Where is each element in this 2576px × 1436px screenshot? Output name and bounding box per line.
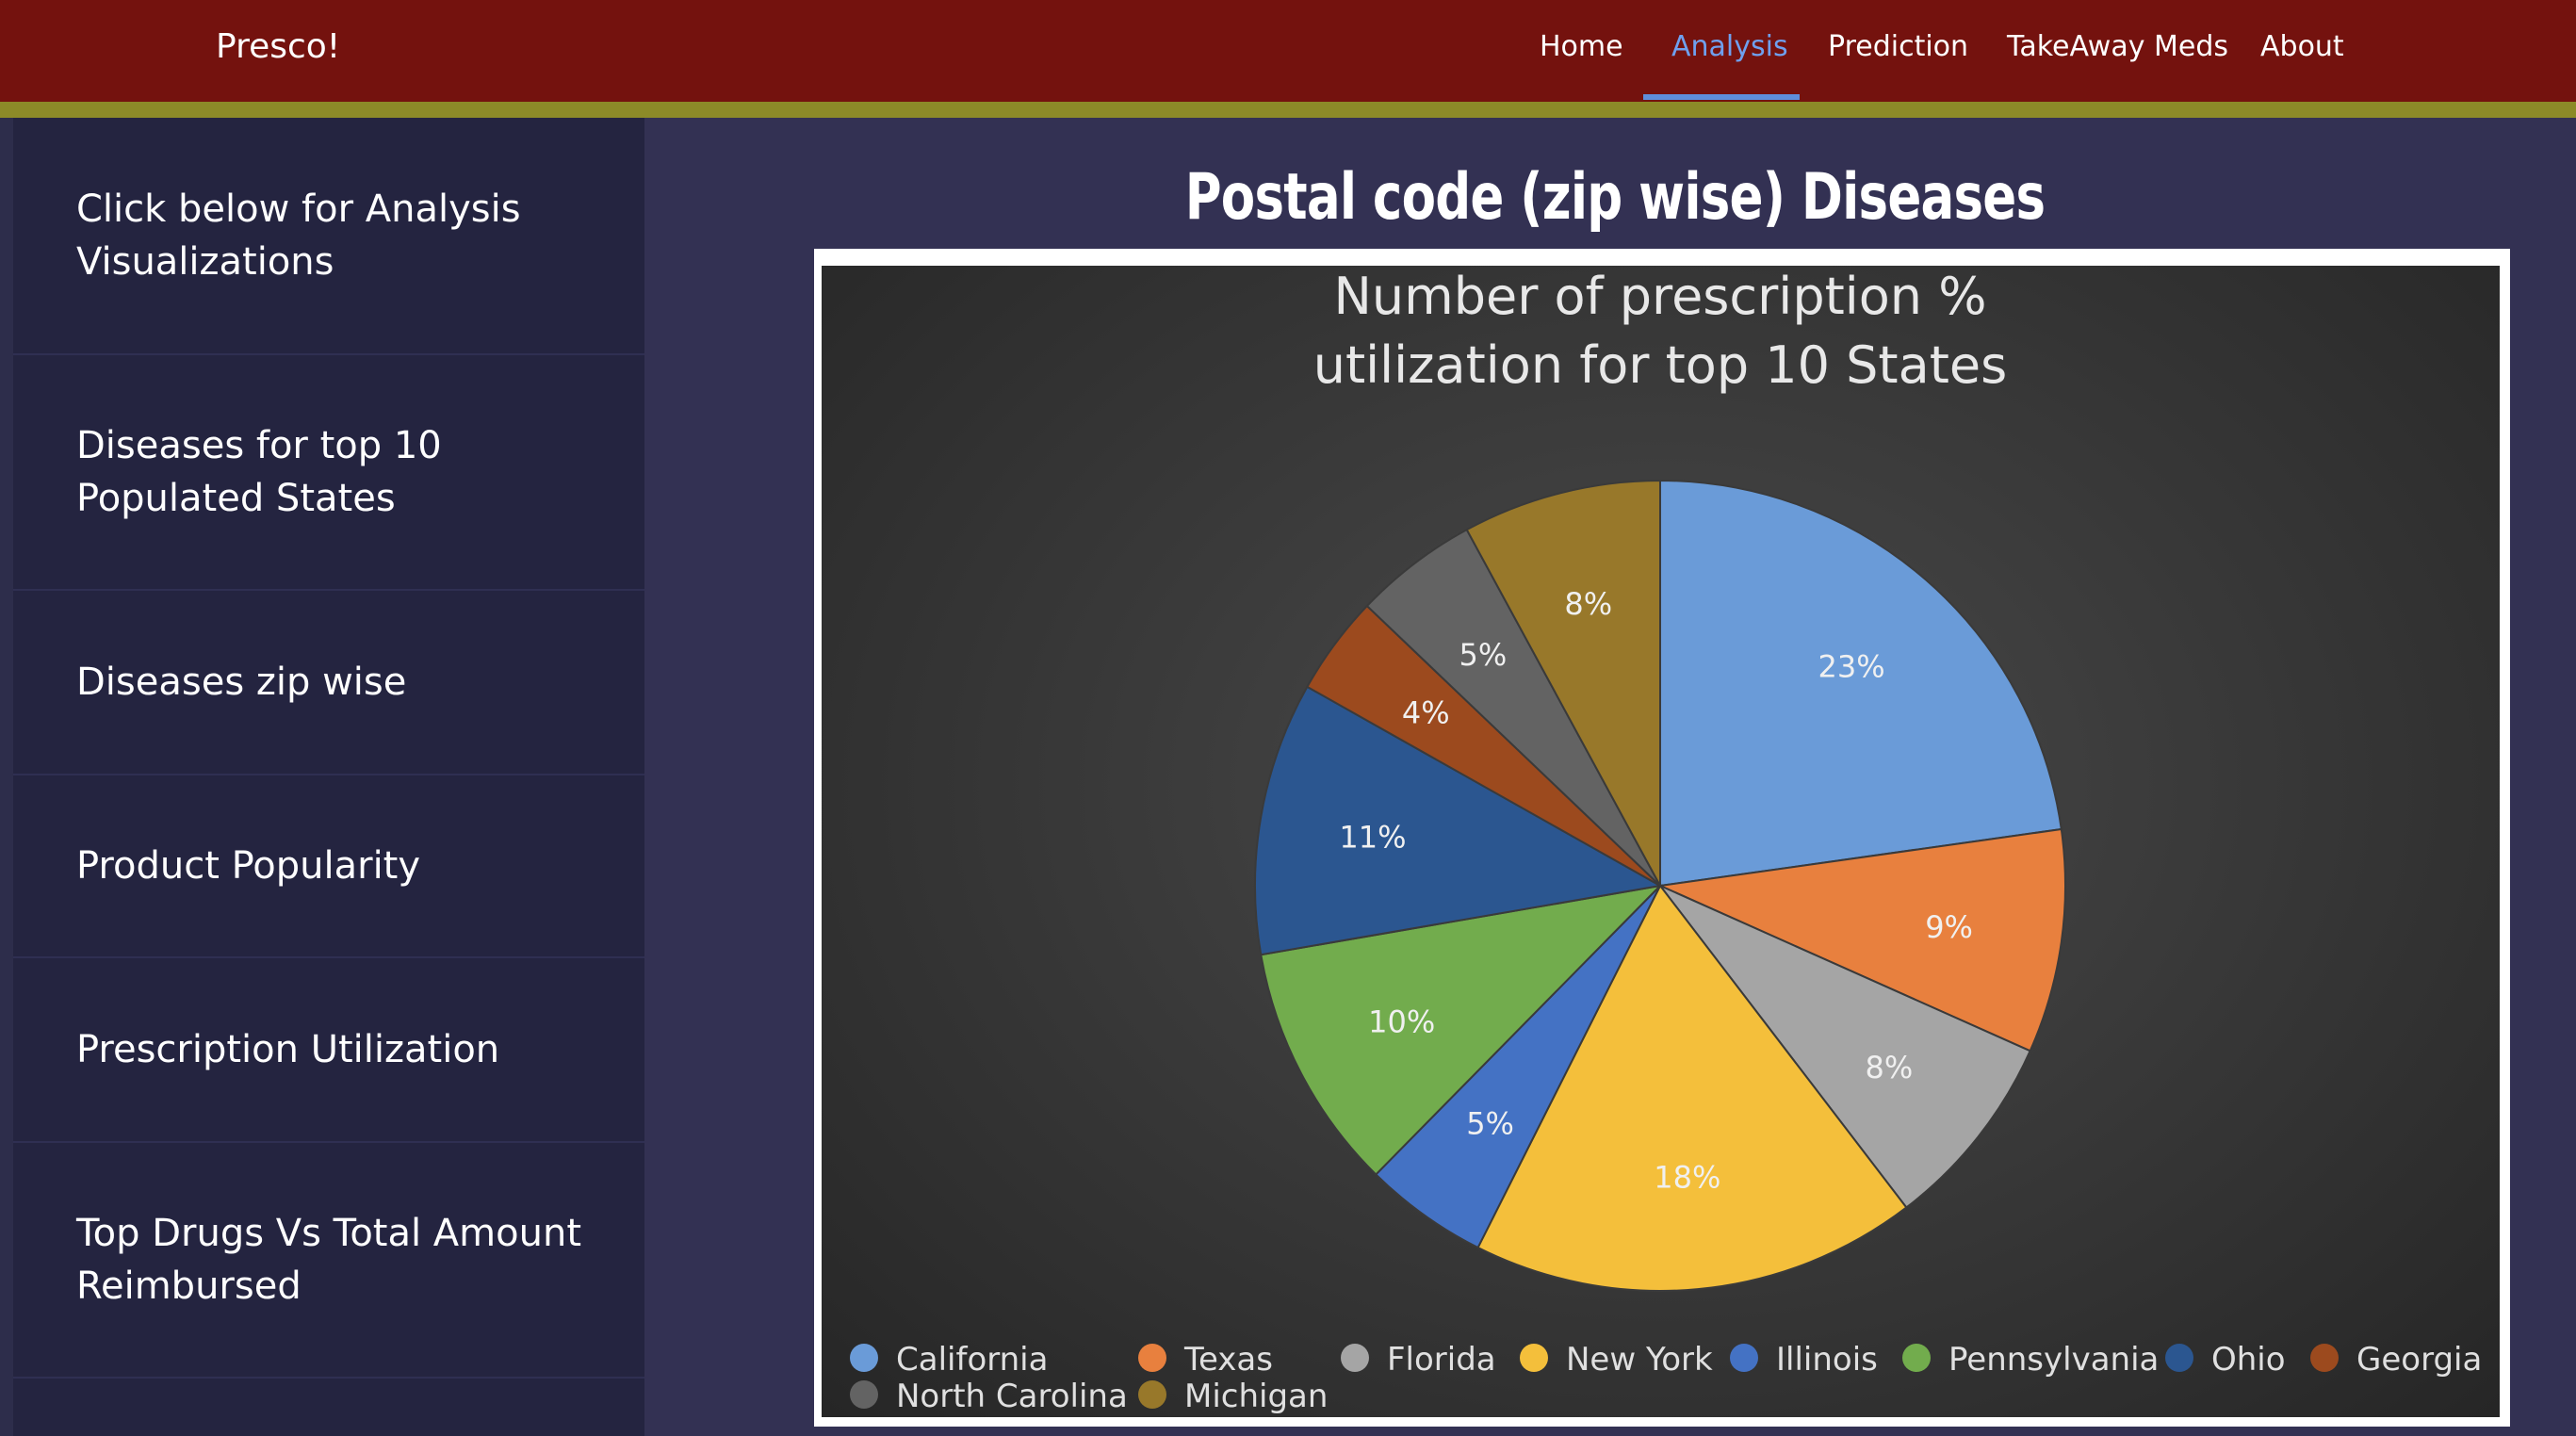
nav-home[interactable]: Home — [1540, 30, 1623, 63]
sidebar-item-diseases-zip-wise[interactable]: Diseases zip wise — [13, 591, 644, 775]
legend-swatch — [1902, 1344, 1931, 1372]
legend-label: Florida — [1387, 1341, 1496, 1379]
legend-swatch — [1138, 1344, 1166, 1372]
legend-label: New York — [1566, 1341, 1713, 1379]
pie-slice-texas — [1656, 827, 2066, 1053]
nav-prediction[interactable]: Prediction — [1828, 30, 1969, 63]
chart-title-line-1: Number of prescription % — [1333, 267, 1986, 326]
legend-swatch — [1138, 1380, 1166, 1409]
sidebar — [13, 118, 644, 1436]
pie-slice-label: 9% — [1925, 909, 1973, 945]
page-title: Postal code (zip wise) Diseases — [1184, 160, 2046, 235]
nav-analysis[interactable]: Analysis — [1671, 30, 1788, 63]
pie-slice-label: 8% — [1866, 1050, 1914, 1085]
pie-slice-new-york — [1476, 884, 1908, 1292]
nav-active-indicator — [1643, 94, 1800, 100]
sidebar-item-prescription-utilization[interactable]: Prescription Utilization — [13, 958, 644, 1143]
legend-swatch — [2310, 1344, 2339, 1372]
chart-title-line-2: utilization for top 10 States — [1313, 335, 2007, 395]
sidebar-item-label: Diseases for top 10 Populated States — [76, 424, 442, 520]
pie-slice-label: 10% — [1368, 1004, 1435, 1040]
legend-label: Pennsylvania — [1948, 1341, 2159, 1379]
legend-label: California — [896, 1341, 1048, 1379]
pie-slice-ohio — [1254, 685, 1663, 956]
legend-label: Ohio — [2211, 1341, 2286, 1379]
pie-slice-label: 18% — [1654, 1159, 1720, 1195]
pie-slice-label: 5% — [1466, 1106, 1514, 1142]
pie-slice-florida — [1659, 885, 2031, 1209]
nav-about[interactable]: About — [2260, 30, 2344, 63]
legend-label: Texas — [1183, 1341, 1273, 1379]
top-navbar — [0, 0, 2576, 102]
legend-label: Georgia — [2356, 1341, 2482, 1379]
sidebar-item-diseases-top10-states[interactable]: Diseases for top 10 Populated States — [13, 355, 644, 591]
legend-swatch — [1520, 1344, 1548, 1372]
legend-swatch — [850, 1344, 878, 1372]
legend-swatch — [1341, 1344, 1369, 1372]
legend-label: Illinois — [1776, 1341, 1878, 1379]
navbar-accent-stripe — [0, 102, 2576, 118]
sidebar-heading: Click below for Analysis Visualizations — [13, 118, 644, 355]
legend-label: North Carolina — [896, 1378, 1128, 1415]
pie-slice-california — [1659, 479, 2062, 888]
pie-slice-label: 5% — [1459, 637, 1507, 673]
legend-swatch — [850, 1380, 878, 1409]
pie-slice-michigan — [1465, 479, 1661, 887]
sidebar-item-top-drugs-vs-reimbursed[interactable]: Top Drugs Vs Total Amount Reimbursed — [13, 1143, 644, 1379]
brand-logo-link[interactable]: Presco! — [216, 27, 341, 66]
sidebar-item-label: Product Popularity — [76, 844, 421, 888]
sidebar-heading-label: Click below for Analysis Visualizations — [76, 188, 521, 284]
pie-slice-label: 4% — [1402, 695, 1450, 731]
sidebar-item-label: Diseases zip wise — [76, 661, 407, 704]
legend-swatch — [2165, 1344, 2193, 1372]
nav-takeaway-meds[interactable]: TakeAway Meds — [2007, 30, 2229, 63]
legend-label: Michigan — [1184, 1378, 1328, 1415]
sidebar-item-product-popularity[interactable]: Product Popularity — [13, 775, 644, 958]
sidebar-item-label: Prescription Utilization — [76, 1028, 500, 1071]
legend-swatch — [1730, 1344, 1758, 1372]
pie-slice-label: 8% — [1564, 586, 1612, 622]
sidebar-edge — [0, 118, 13, 1436]
pie-slice-label: 11% — [1339, 819, 1406, 855]
pie-slice-label: 23% — [1818, 648, 1885, 684]
pie-slice-pennsylvania — [1260, 884, 1663, 1176]
sidebar-item-label: Top Drugs Vs Total Amount Reimbursed — [76, 1212, 581, 1308]
